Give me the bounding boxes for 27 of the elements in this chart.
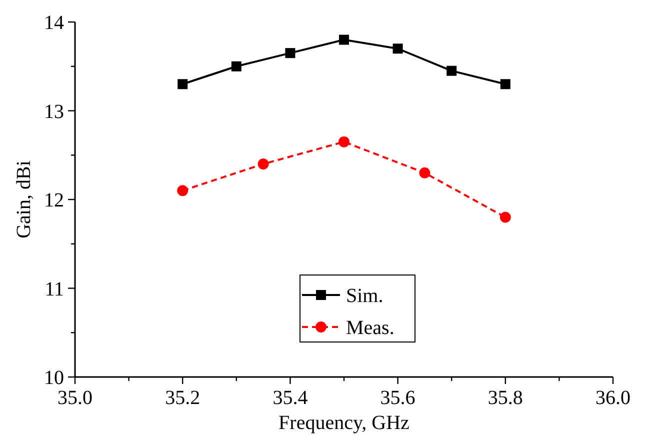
- y-tick-label: 14: [44, 12, 64, 34]
- legend-label: Sim.: [346, 285, 384, 307]
- point: [339, 34, 349, 45]
- point: [500, 212, 511, 223]
- point: [177, 185, 188, 196]
- y-tick-label: 10: [44, 367, 64, 389]
- legend-label: Meas.: [346, 317, 394, 339]
- point: [338, 136, 350, 148]
- point: [285, 48, 296, 58]
- x-tick-label: 36.0: [596, 387, 630, 409]
- x-axis-title: Frequency, GHz: [278, 412, 410, 434]
- point: [231, 61, 242, 72]
- x-tick-label: 35.8: [488, 387, 523, 409]
- x-tick-label: 35.2: [165, 387, 200, 409]
- x-tick-label: 35.0: [58, 387, 92, 409]
- point: [500, 79, 510, 90]
- x-tick-label: 35.6: [380, 387, 416, 409]
- y-tick-label: 11: [44, 278, 64, 300]
- point: [258, 158, 269, 170]
- point: [446, 66, 457, 76]
- y-tick-label: 13: [44, 100, 64, 123]
- point: [178, 79, 188, 90]
- point: [419, 167, 430, 178]
- x-tick-label: 35.4: [272, 387, 308, 409]
- point: [392, 44, 403, 54]
- y-tick-label: 12: [44, 190, 64, 212]
- y-axis-title: Gain, dBi: [13, 160, 35, 238]
